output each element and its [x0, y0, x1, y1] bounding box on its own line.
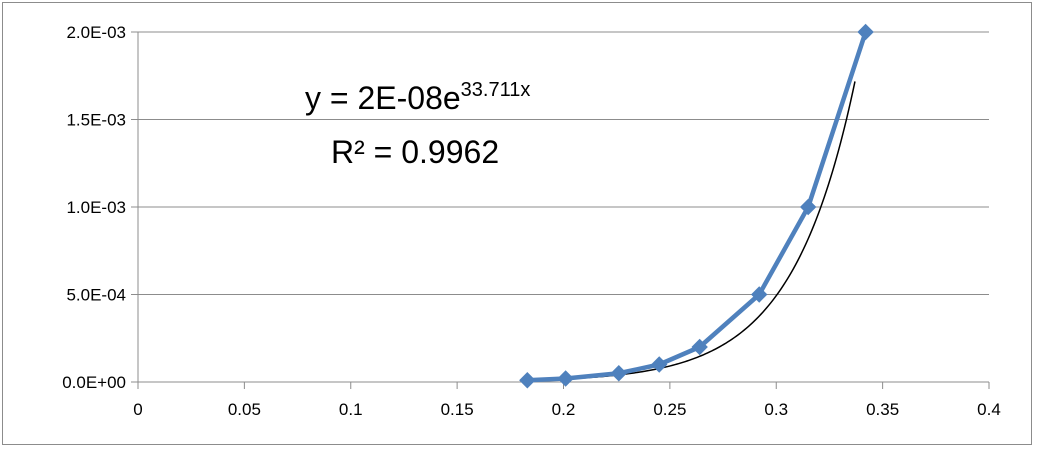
- x-tick-label: 0.25: [653, 400, 686, 419]
- x-tick-label: 0.2: [552, 400, 576, 419]
- chart-area: [2, 2, 1032, 445]
- data-point: [857, 23, 874, 41]
- series-line: [527, 31, 868, 383]
- x-tick-label: 0.05: [228, 400, 261, 419]
- grid-lines: [138, 31, 989, 295]
- y-tick-label: 2.0E-03: [66, 23, 126, 42]
- x-tick-label: 0.35: [866, 400, 899, 419]
- y-tick-label: 1.0E-03: [66, 198, 126, 217]
- trendline-curve: [527, 81, 856, 382]
- x-tick-label: 0.3: [764, 400, 788, 419]
- data-point: [691, 338, 708, 356]
- trendline: [527, 81, 856, 382]
- axes: 0.0E+00 5.0E-04 1.0E-03 1.5E-03 2.0E-03 0 0.05…: [62, 23, 1001, 419]
- data-point: [519, 372, 536, 389]
- data-point: [557, 370, 574, 387]
- data-point: [610, 365, 628, 382]
- equation-exponent: 33.711x: [461, 79, 531, 101]
- x-tick-label: 0.4: [977, 400, 1001, 419]
- x-tick-label: 0.15: [441, 400, 474, 419]
- data-series: [519, 23, 874, 389]
- equation-line: y = 2E-08e33.711x: [305, 79, 530, 116]
- r-squared-label: R² = 0.9962: [331, 134, 499, 170]
- x-tick-label: 0.1: [339, 400, 363, 419]
- trendline-equation: y = 2E-08e33.711x R² = 0.9962: [305, 79, 530, 170]
- x-tick-label: 0: [133, 400, 142, 419]
- data-point: [799, 198, 817, 216]
- y-tick-label: 5.0E-04: [66, 286, 126, 305]
- data-point: [751, 286, 768, 303]
- y-tick-label: 1.5E-03: [66, 111, 126, 130]
- data-point: [651, 356, 668, 373]
- y-tick-label: 0.0E+00: [62, 373, 126, 392]
- equation-base: y = 2E-08e: [305, 80, 461, 116]
